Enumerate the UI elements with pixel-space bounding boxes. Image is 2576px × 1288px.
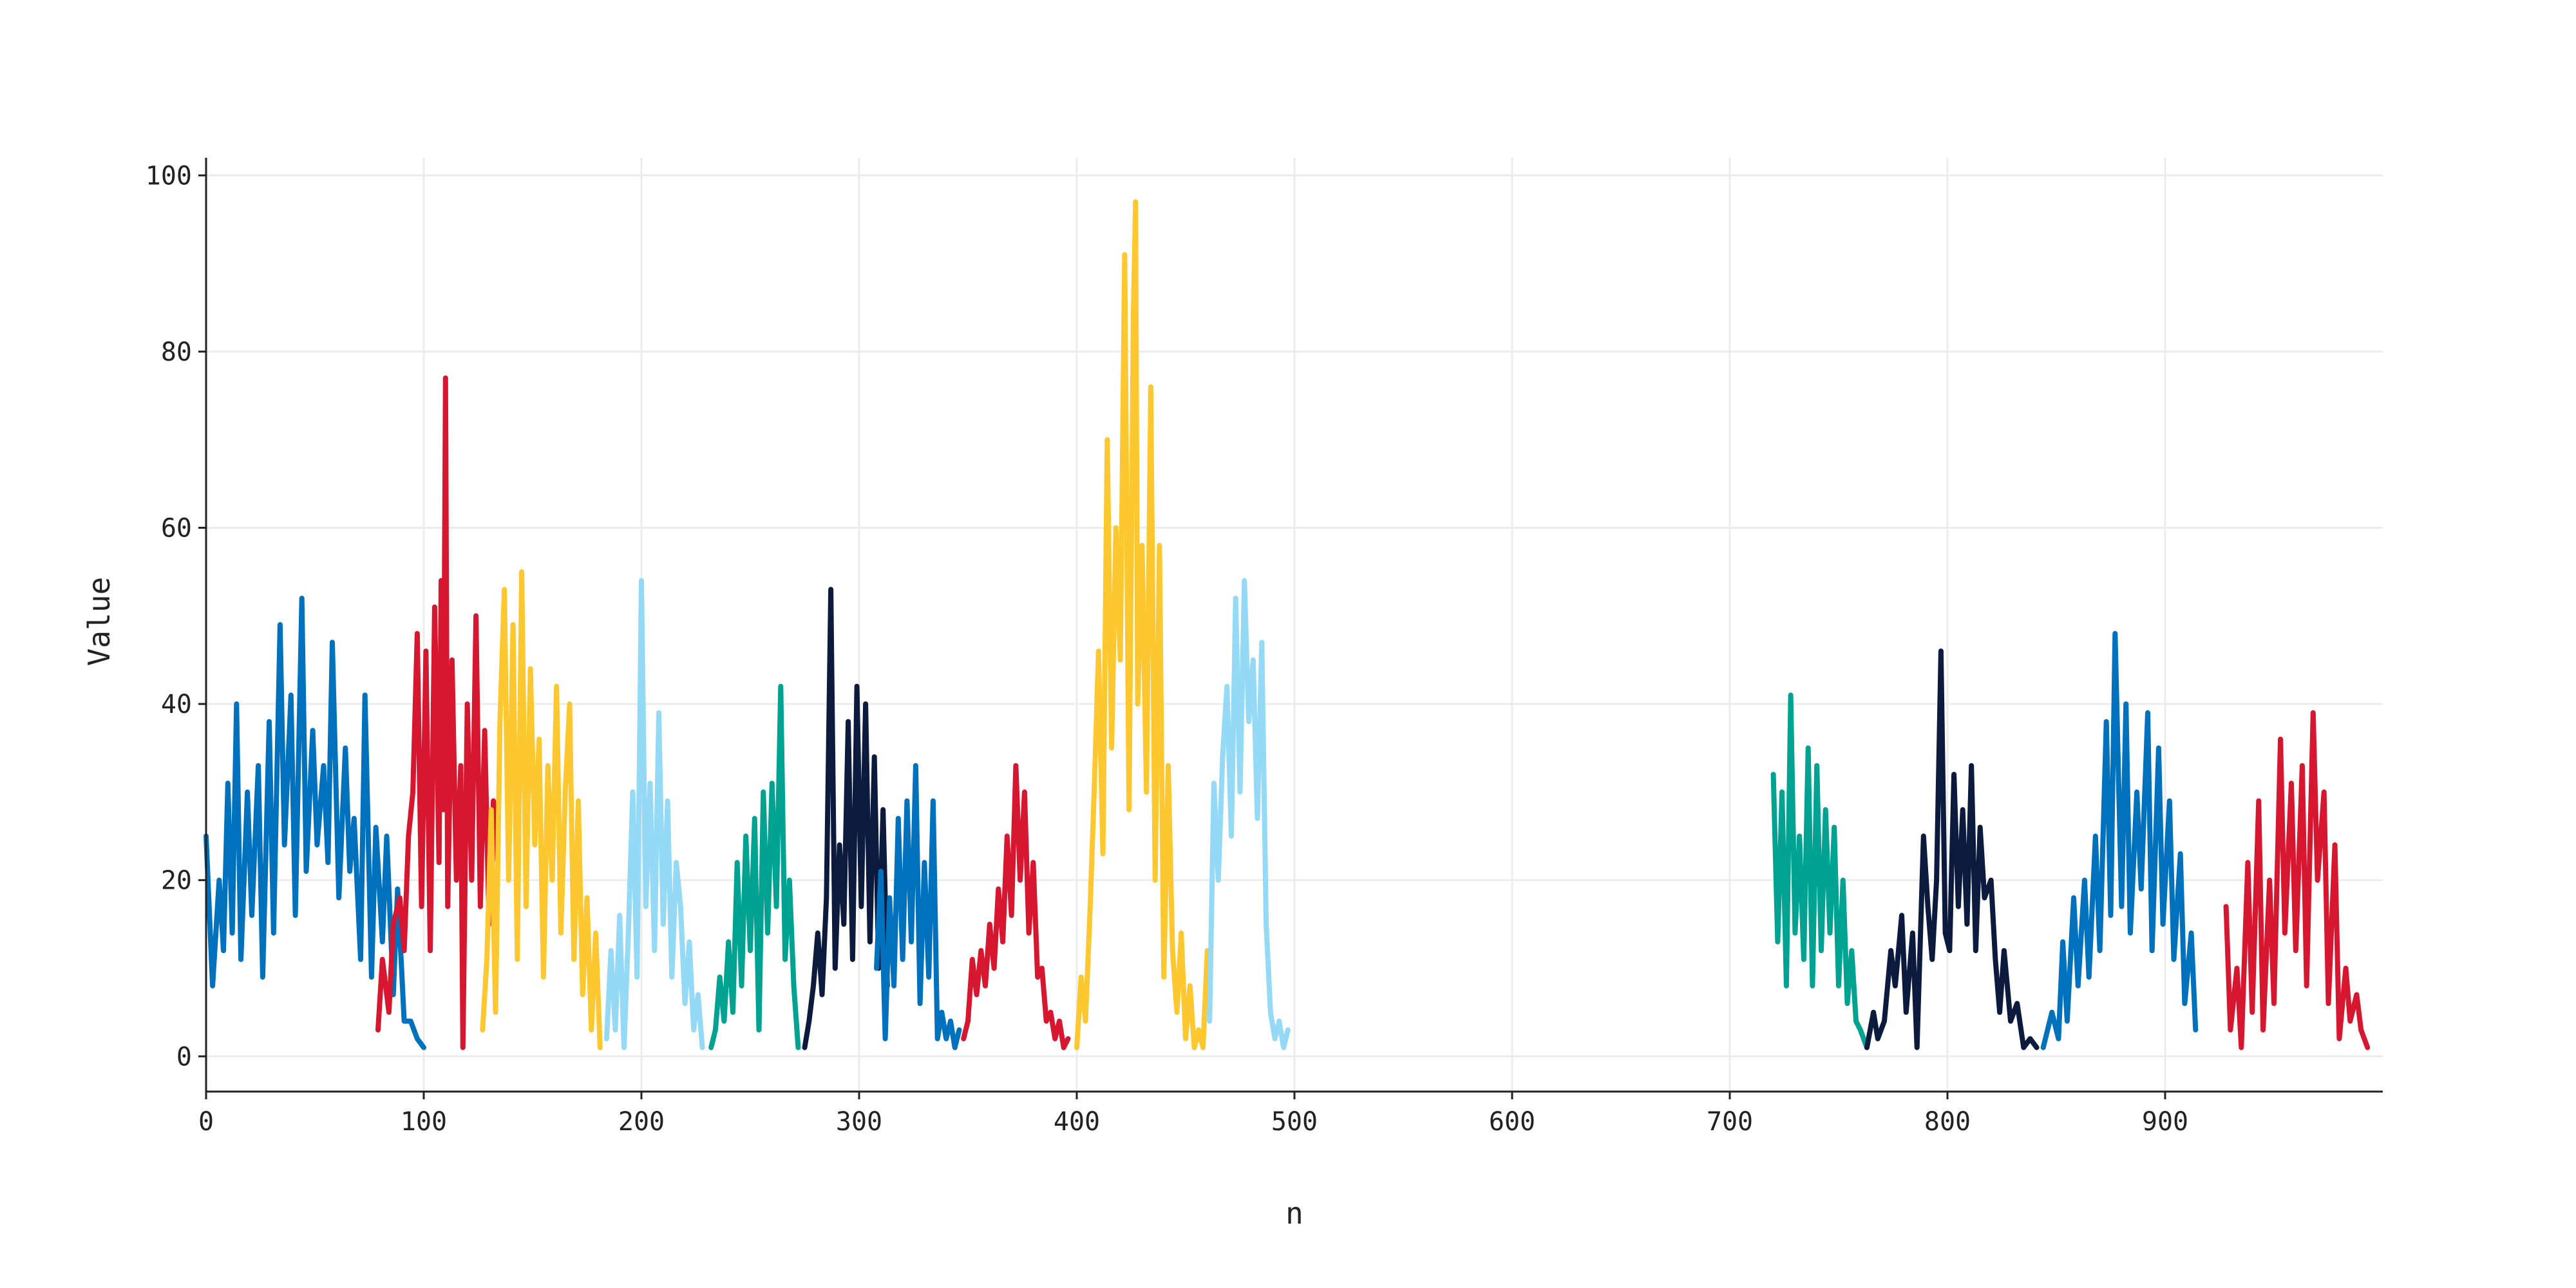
series-line-segment [480,569,603,1050]
grid [205,158,2383,1092]
series-line-segment [1207,578,1291,1050]
y-axis-title: Value [82,577,117,666]
y-tick-label: 20 [161,866,192,896]
series-line-segment [2040,630,2199,1050]
x-tick-label: 300 [836,1107,882,1137]
series-line-segment [375,375,500,1050]
y-tick-label: 60 [161,514,192,544]
x-tick-label: 200 [618,1107,665,1137]
x-tick-label: 900 [2142,1107,2188,1137]
y-tick-label: 80 [161,337,192,367]
x-tick-label: 700 [1707,1107,1753,1137]
series-line-segment [603,578,705,1050]
x-tick-label: 400 [1054,1107,1100,1137]
series-line-segment [708,683,801,1050]
series-lines [204,199,2371,1050]
ticks: 0 100 200 300 400 500 600 700 800 900 0 20 40 60 80 100 [146,161,2188,1137]
x-tick-label: 100 [401,1107,447,1137]
x-tick-label: 500 [1271,1107,1318,1137]
series-line-segment [204,596,426,1050]
series-line-segment [1770,692,1870,1050]
series-line-segment [961,762,1071,1050]
x-tick-label: 0 [198,1107,214,1137]
x-tick-label: 800 [1924,1107,1971,1137]
y-tick-label: 0 [176,1042,192,1072]
x-tick-label: 600 [1489,1107,1535,1137]
x-axis-title: n [1285,1196,1303,1231]
series-line-segment [1074,199,1210,1050]
y-tick-label: 40 [161,690,192,719]
series-line-segment [1864,649,2040,1050]
y-tick-label: 100 [146,161,192,191]
series-line-segment [802,587,890,1050]
series-line-segment [874,762,962,1050]
series-line-segment [2223,710,2371,1050]
